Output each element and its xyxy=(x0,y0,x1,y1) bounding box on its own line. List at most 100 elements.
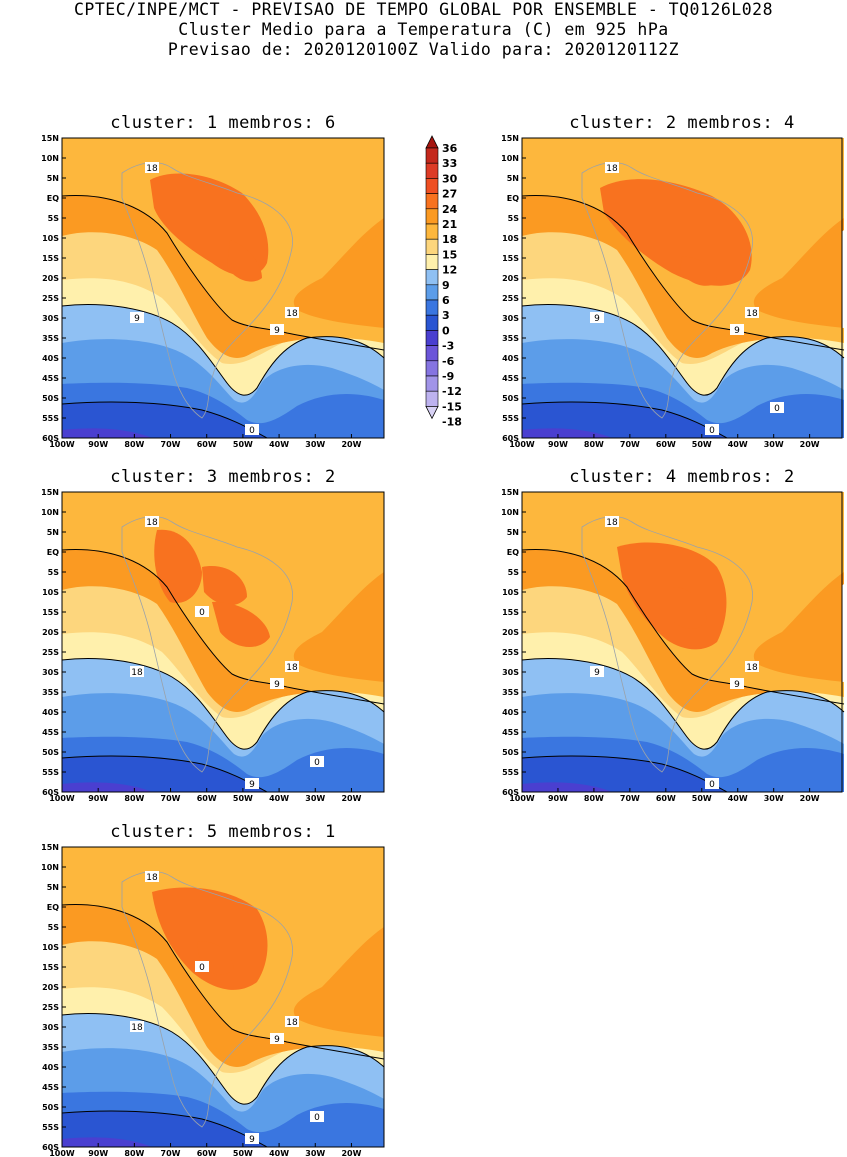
lat-tick-label: 20S xyxy=(502,628,519,637)
contour-label: 0 xyxy=(245,424,259,436)
lat-tick-label: 20S xyxy=(42,983,59,992)
contour-label: 9 xyxy=(270,324,284,336)
colorbar-swatch xyxy=(425,299,439,316)
lat-tick-label: 50S xyxy=(42,748,59,757)
header-line-2: Cluster Medio para a Temperatura (C) em … xyxy=(178,20,669,39)
lon-tick-label: 80W xyxy=(124,440,144,449)
svg-text:9: 9 xyxy=(734,326,740,336)
colorbar-label: 9 xyxy=(442,279,450,292)
lat-tick-label: EQ xyxy=(507,194,519,203)
lon-tick-label: 100W xyxy=(509,440,535,449)
contour-label: 0 xyxy=(705,778,719,790)
lat-tick-label: 35S xyxy=(502,334,519,343)
contour-label: 0 xyxy=(705,424,719,436)
panel-2-title: cluster: 2 membros: 4 xyxy=(569,113,795,133)
lat-tick-label: 35S xyxy=(42,688,59,697)
contour-label: 18 xyxy=(130,666,144,678)
lon-tick-label: 30W xyxy=(305,440,325,449)
lat-tick-label: 15S xyxy=(42,963,59,972)
svg-text:18: 18 xyxy=(146,873,158,883)
lat-tick-label: 15N xyxy=(501,488,519,497)
svg-text:18: 18 xyxy=(131,668,143,678)
svg-text:0: 0 xyxy=(314,1113,320,1123)
lon-tick-label: 90W xyxy=(88,794,108,803)
band-0 xyxy=(62,402,267,438)
lat-tick-label: 10N xyxy=(501,154,519,163)
lon-tick-label: 90W xyxy=(88,440,108,449)
colorbar-label: 6 xyxy=(442,294,450,307)
colorbar-label: 24 xyxy=(442,203,458,216)
coastline xyxy=(581,162,753,419)
map-frame xyxy=(61,846,385,1148)
svg-text:18: 18 xyxy=(286,1018,298,1028)
colorbar-swatch xyxy=(425,208,439,225)
lon-tick-label: 40W xyxy=(728,794,748,803)
lon-tick-label: 30W xyxy=(764,794,784,803)
lat-tick-label: 5N xyxy=(47,883,59,892)
lat-tick-label: 60S xyxy=(42,434,59,443)
lat-tick-label: 10N xyxy=(501,508,519,517)
lat-tick-label: 25S xyxy=(502,294,519,303)
lat-tick-label: EQ xyxy=(47,548,59,557)
lon-tick-label: 20W xyxy=(341,440,361,449)
svg-text:0: 0 xyxy=(199,608,205,618)
warm-core-1 xyxy=(600,179,752,286)
warm-core-1 xyxy=(152,887,268,990)
colorbar-swatch xyxy=(425,238,439,255)
contour-line xyxy=(61,304,385,396)
lat-tick-label: 30S xyxy=(42,668,59,677)
colorbar-label: 36 xyxy=(442,142,458,155)
lon-tick-label: 60W xyxy=(656,794,676,803)
svg-text:18: 18 xyxy=(746,309,758,319)
lat-tick-label: 40S xyxy=(42,354,59,363)
svg-text:18: 18 xyxy=(146,164,158,174)
svg-text:18: 18 xyxy=(286,663,298,673)
colorbar-swatch xyxy=(425,314,439,331)
svg-text:0: 0 xyxy=(709,426,715,436)
contour-line xyxy=(61,658,385,750)
lat-tick-label: 25S xyxy=(42,648,59,657)
lat-tick-label: 45S xyxy=(42,1083,59,1092)
band-minus3 xyxy=(522,782,612,792)
lat-tick-label: 40S xyxy=(502,354,519,363)
lat-tick-label: EQ xyxy=(47,903,59,912)
lon-tick-label: 20W xyxy=(341,1149,361,1157)
lat-tick-label: 45S xyxy=(42,728,59,737)
contour-label: 9 xyxy=(130,312,144,324)
svg-text:0: 0 xyxy=(249,426,255,436)
colorbar-label: -9 xyxy=(442,370,454,383)
lon-tick-label: 20W xyxy=(800,440,820,449)
colorbar-label: 27 xyxy=(442,188,457,201)
lat-tick-label: 5N xyxy=(507,528,519,537)
colorbar-top-arrow xyxy=(425,135,439,149)
lat-tick-label: 45S xyxy=(502,374,519,383)
lon-tick-label: 90W xyxy=(88,1149,108,1157)
lon-tick-label: 50W xyxy=(692,794,712,803)
header-line-1: CPTEC/INPE/MCT - PREVISAO DE TEMPO GLOBA… xyxy=(73,0,774,19)
map-panel-cluster-3: 18 18 18 9 9 0 0 15N 10N 5N EQ 5S 10S 15S 20S 25S 30S 35S… xyxy=(41,488,385,803)
lat-tick-label: 5S xyxy=(508,568,520,577)
lon-tick-label: 80W xyxy=(584,440,604,449)
figure-header: CPTEC/INPE/MCT - PREVISAO DE TEMPO GLOBA… xyxy=(0,0,847,60)
contour-line xyxy=(521,304,845,396)
lat-tick-label: 10S xyxy=(502,234,519,243)
contour-line xyxy=(521,658,845,750)
lat-tick-label: 40S xyxy=(502,708,519,717)
contour-label: 18 xyxy=(605,162,619,174)
band-minus3 xyxy=(62,782,152,792)
contour-label: 0 xyxy=(195,961,209,973)
coastline xyxy=(121,516,293,773)
colorbar-bottom-arrow xyxy=(425,405,439,420)
colorbar-label: 18 xyxy=(442,233,457,246)
colorbar-swatch xyxy=(425,390,439,407)
map-panel-cluster-5: 18 18 18 9 9 0 0 15N 10N 5N EQ 5S 10S 15S 20S 25S 30S 35S… xyxy=(41,843,385,1157)
colorbar-label: 21 xyxy=(442,218,457,231)
lon-tick-label: 100W xyxy=(49,440,75,449)
coastline xyxy=(121,162,293,419)
svg-text:18: 18 xyxy=(746,663,758,673)
lat-tick-label: 40S xyxy=(42,1063,59,1072)
contour-label: 9 xyxy=(245,778,259,790)
lon-tick-label: 60W xyxy=(197,1149,217,1157)
svg-text:9: 9 xyxy=(274,326,280,336)
map-panel-cluster-1: 18 18 9 9 0 15N 10N 5N EQ 5S 10S 15S 20S 25S 30S 35S 40S… xyxy=(41,134,385,449)
